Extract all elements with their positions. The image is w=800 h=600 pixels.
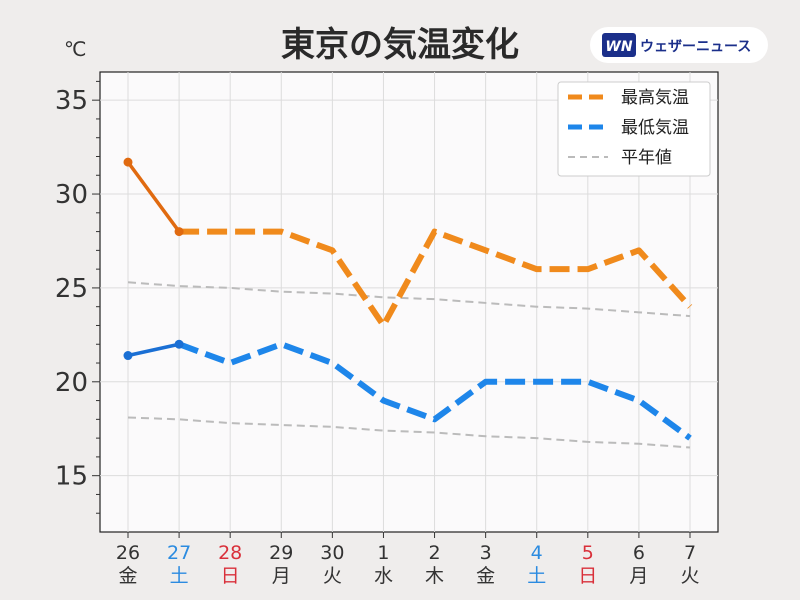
chart-title: 東京の気温変化: [281, 25, 519, 65]
data-point-min: [123, 351, 133, 361]
x-tick-weekday: 月: [272, 565, 291, 587]
series-line-max-forecast: [179, 228, 693, 329]
data-point-max: [123, 157, 133, 167]
y-tick-label: 15: [55, 462, 88, 492]
series-line-normal-low: [127, 416, 691, 449]
data-point-max: [174, 227, 184, 237]
x-tick-day: 26: [116, 542, 140, 564]
series-line-normal-high: [127, 281, 691, 318]
y-tick-label: 30: [55, 180, 88, 210]
x-tick-day: 30: [320, 542, 344, 564]
y-axis: 15 20 25 30 35: [55, 80, 100, 514]
x-tick-weekday: 木: [425, 565, 444, 587]
x-tick-weekday: 金: [476, 565, 495, 587]
unit-label: ℃: [64, 37, 86, 61]
x-tick-day: 6: [633, 542, 645, 564]
x-tick-day: 5: [582, 542, 594, 564]
x-tick-weekday: 火: [680, 565, 699, 587]
series-line-max-observed: [126, 161, 181, 233]
legend: 最高気温 最低気温 平年値: [557, 81, 711, 177]
legend-label-normal: 平年値: [621, 148, 672, 168]
legend-label-min: 最低気温: [621, 118, 689, 138]
brand-name: ウェザーニュース: [640, 39, 751, 55]
x-tick-weekday: 火: [323, 565, 342, 587]
x-tick-weekday: 日: [221, 565, 240, 587]
series-line-min-forecast: [178, 341, 692, 441]
x-tick-weekday: 土: [527, 565, 546, 587]
x-tick-weekday: 金: [118, 565, 137, 587]
series-line-min-observed: [127, 342, 180, 358]
series-layer: [123, 157, 693, 449]
brand-logo: WN ウェザーニュース: [590, 27, 768, 63]
x-tick-day: 2: [428, 542, 440, 564]
brand-logo-mark: WN: [605, 39, 632, 55]
x-tick-weekday: 土: [170, 565, 189, 587]
y-tick-label: 35: [55, 86, 88, 116]
x-tick-weekday: 水: [374, 565, 393, 587]
legend-label-max: 最高気温: [621, 88, 689, 108]
y-tick-label: 25: [55, 274, 88, 304]
data-point-min: [174, 339, 184, 349]
x-tick-day: 28: [218, 542, 242, 564]
x-tick-day: 29: [269, 542, 293, 564]
x-tick-day: 4: [531, 542, 543, 564]
x-tick-day: 3: [480, 542, 492, 564]
x-tick-weekday: 月: [629, 565, 648, 587]
x-tick-day: 1: [377, 542, 389, 564]
y-tick-label: 20: [55, 368, 88, 398]
x-tick-day: 7: [684, 542, 696, 564]
x-tick-weekday: 日: [578, 565, 597, 587]
x-tick-day: 27: [167, 542, 191, 564]
